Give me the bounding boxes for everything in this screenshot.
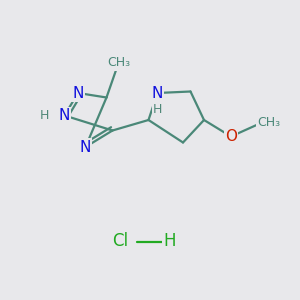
Text: H: H	[39, 109, 49, 122]
Text: H: H	[163, 232, 176, 250]
Text: CH₃: CH₃	[257, 116, 280, 130]
Text: CH₃: CH₃	[107, 56, 130, 70]
Text: O: O	[225, 129, 237, 144]
Text: Cl: Cl	[112, 232, 128, 250]
Text: N: N	[152, 85, 163, 100]
Text: N: N	[80, 140, 91, 154]
Text: H: H	[153, 103, 162, 116]
Text: N: N	[72, 85, 84, 100]
Text: N: N	[59, 108, 70, 123]
